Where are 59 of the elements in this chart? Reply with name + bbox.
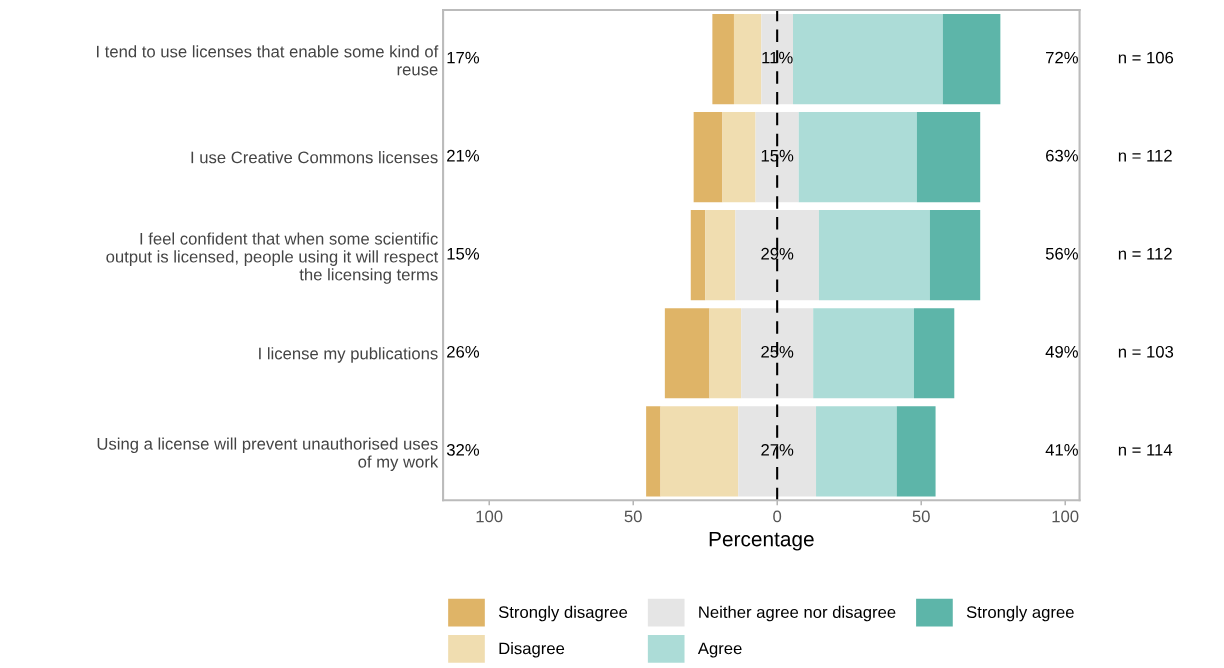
y-tick-label: I tend to use licenses that enable some kind of reuse — [96, 45, 439, 76]
text: n = 103 — [1118, 345, 1174, 358]
bar — [735, 210, 819, 301]
bar — [913, 308, 955, 399]
bar — [664, 308, 710, 399]
bar — [793, 13, 943, 105]
annotation: 32% — [446, 443, 480, 456]
bar — [818, 210, 930, 301]
x-tick-label: 0 — [773, 510, 782, 523]
bar — [798, 112, 917, 203]
bar — [813, 308, 914, 399]
y-tick-label: I use Creative Commons licenses — [191, 151, 438, 164]
legend-label: Neither agree nor disagree — [699, 605, 896, 622]
x-tick-label: 100 — [476, 510, 503, 523]
bar — [712, 13, 734, 105]
legend-label: Strongly disagree — [498, 605, 628, 622]
text: n = 112 — [1118, 247, 1172, 260]
bar — [916, 112, 981, 203]
bar — [942, 13, 1001, 105]
bar — [755, 112, 799, 203]
legend-label: Disagree — [499, 642, 565, 658]
annotation: 21% — [447, 149, 480, 162]
annotation: 15% — [447, 247, 480, 260]
bar — [733, 13, 762, 105]
legend-label: Agree — [697, 642, 742, 658]
x-tick-label: 50 — [912, 510, 930, 523]
bar — [709, 308, 742, 399]
annotation: 41% — [1045, 444, 1078, 456]
data-label: 15% — [761, 149, 794, 162]
data-label: 25% — [761, 345, 794, 358]
y-tick-label: I license my publications — [259, 347, 438, 363]
y-tick-label: I feel confident that when some scientific output is licensed, people using it will respect the licensing terms — [106, 232, 439, 284]
bar — [929, 210, 981, 301]
legend-label: Strongly agree — [966, 605, 1074, 622]
annotation: 56% — [1045, 247, 1078, 260]
bar — [896, 406, 936, 497]
x-tick-label: 100 — [1052, 510, 1079, 523]
bar — [646, 406, 661, 497]
annotation: 26% — [447, 345, 480, 358]
annotation: 63% — [1046, 149, 1078, 162]
bar — [738, 406, 817, 497]
annotation: 72% — [1046, 51, 1078, 64]
bar — [741, 308, 814, 399]
bar — [660, 406, 739, 497]
bar — [690, 210, 706, 301]
bar — [693, 112, 723, 203]
text: n = 112 — [1118, 149, 1172, 162]
bar — [705, 210, 736, 301]
text: n = 114 — [1118, 444, 1173, 456]
annotation: 49% — [1045, 345, 1078, 358]
annotation: 17% — [447, 51, 480, 64]
x-axis-title: Percentage — [709, 531, 814, 551]
bar — [722, 112, 756, 203]
y-tick-label: Using a license will prevent unauthorised uses of my work — [97, 437, 439, 471]
data-label: 29% — [761, 247, 794, 260]
bar — [761, 13, 794, 105]
text: n = 106 — [1118, 51, 1174, 64]
x-tick-label: 50 — [624, 510, 642, 523]
bar — [816, 406, 897, 497]
